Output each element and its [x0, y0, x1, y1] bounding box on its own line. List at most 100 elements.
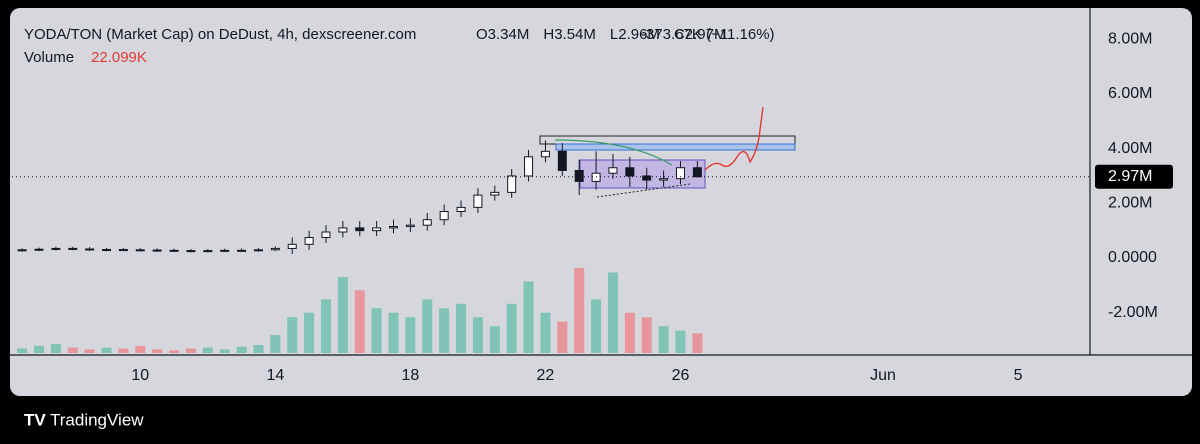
candle-body: [102, 249, 112, 252]
candle-body: [135, 249, 145, 252]
volume-bar: [607, 272, 618, 353]
y-tick-label: 0.0000: [1108, 249, 1157, 266]
x-tick-label: 5: [1014, 367, 1023, 384]
panel: [10, 8, 1192, 396]
candle-body: [439, 211, 449, 221]
candle-body: [51, 247, 61, 250]
ohlc-label: L2.96M: [610, 26, 660, 43]
y-tick-label: -2.00M: [1108, 304, 1158, 321]
candle-body: [287, 243, 297, 249]
volume-bar: [641, 317, 652, 353]
candle-body: [507, 175, 517, 193]
candle-body: [405, 224, 415, 228]
plot: [17, 140, 703, 353]
last-price-label: 2.97M: [1108, 168, 1152, 185]
candle-body: [186, 250, 196, 253]
volume-bar: [591, 299, 602, 353]
candle-body: [490, 191, 500, 196]
candle-body: [591, 172, 601, 182]
volume-bar: [557, 321, 568, 353]
candle-body: [659, 178, 669, 181]
y-tick-label: 2.00M: [1108, 195, 1152, 212]
candle-body: [473, 194, 483, 208]
volume-bar: [506, 303, 517, 353]
x-tick-label: 14: [266, 367, 284, 384]
volume-bar: [422, 299, 433, 353]
change-label: -373.67K (−11.16%): [641, 26, 775, 43]
volume-bar: [185, 348, 196, 353]
volume-label: 22.099K: [91, 49, 147, 66]
candle-body: [456, 206, 466, 213]
y-tick-label: 6.00M: [1108, 85, 1152, 102]
volume-bar: [219, 349, 230, 353]
candle-body: [675, 167, 685, 180]
volume-bar: [337, 276, 348, 353]
candle-body: [152, 249, 162, 252]
candle-body: [253, 249, 263, 252]
curve: [554, 139, 673, 166]
candle-body: [321, 231, 331, 238]
volume-bar: [354, 290, 365, 353]
volume-bar: [287, 317, 298, 353]
candle-body: [608, 167, 618, 174]
volume-bar: [624, 312, 635, 353]
candle-body: [692, 167, 702, 178]
candle-body: [270, 247, 280, 251]
candle-body: [338, 227, 348, 233]
volume-bar: [67, 347, 78, 353]
volume-bar: [658, 326, 669, 353]
candle-body: [85, 248, 95, 251]
candle-body: [68, 247, 78, 250]
box: [555, 143, 796, 151]
volume-bar: [371, 308, 382, 353]
volume-bar: [169, 350, 180, 353]
volume-bar: [472, 317, 483, 353]
candle-body: [372, 227, 382, 232]
candle-body: [422, 219, 432, 226]
volume-bar: [439, 308, 450, 353]
volume-bar: [574, 268, 585, 353]
candle-body: [304, 236, 314, 245]
x-tick-label: 10: [131, 367, 149, 384]
x-tick-label: 26: [672, 367, 690, 384]
candle-body: [642, 175, 652, 181]
volume-bar: [135, 345, 146, 353]
x-tick-label: Jun: [870, 367, 896, 384]
candle-body: [355, 227, 365, 232]
ohlc-label: C2.97M: [674, 26, 727, 43]
candle-body: [118, 249, 128, 252]
volume-bar: [84, 349, 95, 353]
candle-body: [389, 226, 399, 229]
volume-bar: [304, 312, 315, 353]
volume-bar: [540, 312, 551, 353]
volume-bar: [50, 344, 61, 353]
volume-bar: [236, 346, 247, 353]
volume-bar: [692, 333, 703, 353]
volume-bar: [523, 281, 534, 353]
candle-body: [574, 169, 584, 182]
chart-title: YODA/TON (Market Cap) on DeDust, 4h, dex…: [24, 26, 416, 43]
candle-body: [557, 150, 567, 171]
ohlc-label: O3.34M: [476, 26, 529, 43]
x-tick-label: 22: [537, 367, 555, 384]
volume-bar: [675, 330, 686, 353]
volume-title: Volume: [24, 49, 74, 66]
x-tick-label: 18: [401, 367, 419, 384]
volume-bar: [34, 345, 45, 353]
volume-bar: [405, 317, 416, 353]
volume-bar: [253, 344, 264, 353]
volume-bar: [388, 312, 399, 353]
volume-bar: [17, 348, 28, 353]
volume-bar: [489, 326, 500, 353]
candle-body: [34, 248, 44, 251]
volume-bar: [456, 303, 467, 353]
volume-bar: [152, 349, 163, 353]
volume-bar: [101, 347, 112, 353]
candle-body: [625, 167, 635, 177]
brand-logo: TV: [24, 410, 46, 429]
candle-body: [540, 150, 550, 158]
ohlc-label: H3.54M: [543, 26, 596, 43]
candle-body: [203, 250, 213, 253]
